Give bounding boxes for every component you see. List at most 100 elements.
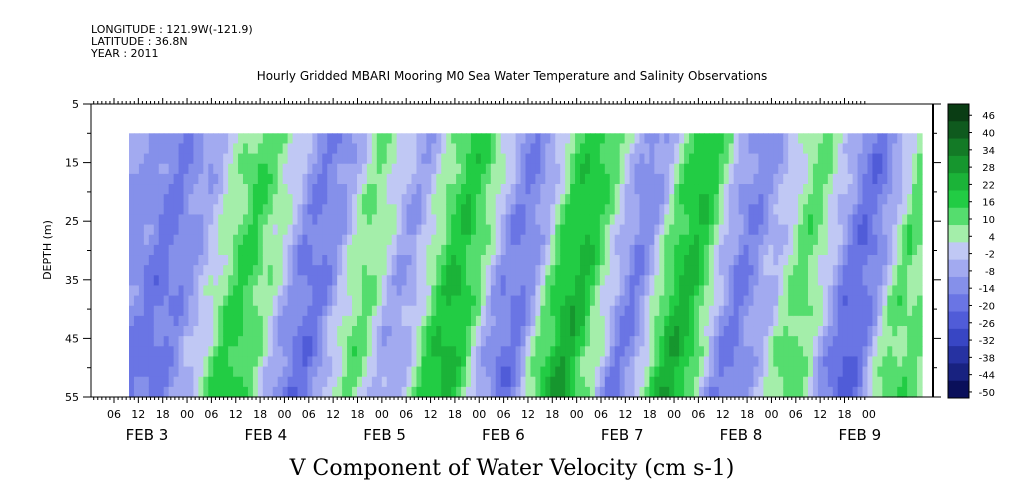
heatmap-cell bbox=[822, 336, 829, 347]
heatmap-cell bbox=[723, 336, 730, 347]
heatmap-cell bbox=[188, 305, 195, 317]
heatmap-cell bbox=[897, 194, 903, 205]
heatmap-cell bbox=[178, 204, 185, 216]
heatmap-cell bbox=[624, 133, 631, 145]
heatmap-cell bbox=[327, 315, 333, 327]
heatmap-cell bbox=[753, 275, 760, 287]
heatmap-cell bbox=[654, 143, 660, 155]
heatmap-cell bbox=[312, 143, 318, 155]
heatmap-cell bbox=[133, 295, 140, 307]
heatmap-cell bbox=[619, 133, 626, 145]
heatmap-cell bbox=[580, 224, 586, 236]
heatmap-cell bbox=[426, 376, 432, 388]
heatmap-cell bbox=[470, 234, 477, 246]
heatmap-cell bbox=[352, 173, 358, 185]
heatmap-cell bbox=[356, 214, 363, 226]
heatmap-cell bbox=[178, 336, 185, 347]
heatmap-cell bbox=[312, 163, 318, 175]
heatmap-cell bbox=[847, 275, 854, 287]
heatmap-cell bbox=[411, 336, 418, 347]
heatmap-cell bbox=[466, 346, 472, 358]
heatmap-cell bbox=[183, 366, 190, 378]
heatmap-cell bbox=[758, 265, 764, 276]
heatmap-cell bbox=[495, 234, 502, 246]
heatmap-cell bbox=[436, 214, 442, 226]
heatmap-cell bbox=[877, 163, 883, 175]
heatmap-cell bbox=[793, 204, 799, 216]
heatmap-cell bbox=[872, 214, 878, 226]
heatmap-cell bbox=[773, 386, 779, 398]
heatmap-cell bbox=[461, 305, 467, 317]
colorbar-swatch bbox=[948, 138, 969, 157]
heatmap-cell bbox=[252, 244, 259, 256]
heatmap-cell bbox=[723, 173, 730, 185]
heatmap-cell bbox=[361, 133, 368, 145]
heatmap-cell bbox=[560, 386, 566, 398]
x-day-label: FEB 3 bbox=[126, 426, 169, 444]
heatmap-cell bbox=[659, 255, 665, 266]
heatmap-cell bbox=[684, 173, 690, 185]
heatmap-cell bbox=[193, 204, 199, 216]
heatmap-cell bbox=[470, 265, 477, 276]
heatmap-cell bbox=[629, 204, 636, 216]
heatmap-cell bbox=[242, 386, 249, 398]
heatmap-cell bbox=[411, 376, 418, 388]
heatmap-cell bbox=[456, 386, 462, 398]
heatmap-cell bbox=[575, 244, 581, 256]
heatmap-cell bbox=[386, 336, 393, 347]
heatmap-cell bbox=[654, 315, 660, 327]
heatmap-cell bbox=[555, 366, 561, 378]
heatmap-cell bbox=[510, 255, 517, 266]
heatmap-cell bbox=[406, 255, 413, 266]
heatmap-cell bbox=[788, 173, 794, 185]
heatmap-cell bbox=[317, 163, 323, 175]
heatmap-cell bbox=[391, 153, 398, 165]
heatmap-cell bbox=[803, 326, 809, 337]
heatmap-cell bbox=[470, 214, 477, 226]
heatmap-cell bbox=[584, 224, 591, 236]
heatmap-cell bbox=[133, 224, 140, 236]
heatmap-cell bbox=[391, 194, 398, 205]
heatmap-cell bbox=[485, 194, 492, 205]
heatmap-cell bbox=[327, 285, 333, 297]
heatmap-cell bbox=[322, 285, 328, 297]
heatmap-cell bbox=[292, 356, 299, 368]
heatmap-cell bbox=[242, 285, 249, 297]
heatmap-cell bbox=[411, 163, 418, 175]
heatmap-cell bbox=[292, 285, 299, 297]
heatmap-cell bbox=[827, 255, 834, 266]
heatmap-cell bbox=[842, 295, 849, 307]
heatmap-cell bbox=[456, 194, 462, 205]
heatmap-cell bbox=[887, 255, 893, 266]
heatmap-cell bbox=[589, 173, 596, 185]
heatmap-cell bbox=[847, 143, 854, 155]
heatmap-cell bbox=[882, 376, 888, 388]
heatmap-cell bbox=[436, 204, 442, 216]
heatmap-cell bbox=[867, 295, 874, 307]
heatmap-cell bbox=[525, 173, 532, 185]
heatmap-cell bbox=[713, 285, 720, 297]
heatmap-cell bbox=[451, 376, 457, 388]
heatmap-cell bbox=[510, 295, 517, 307]
heatmap-cell bbox=[456, 305, 462, 317]
heatmap-cell bbox=[361, 366, 368, 378]
heatmap-cell bbox=[649, 376, 655, 388]
heatmap-cell bbox=[654, 346, 660, 358]
heatmap-cell bbox=[470, 143, 477, 155]
heatmap-cell bbox=[337, 346, 343, 358]
heatmap-cell bbox=[842, 356, 849, 368]
heatmap-cell bbox=[912, 265, 918, 276]
heatmap-cell bbox=[540, 265, 546, 276]
heatmap-cell bbox=[168, 204, 175, 216]
heatmap-cell bbox=[163, 295, 170, 307]
heatmap-cell bbox=[917, 275, 923, 287]
heatmap-cell bbox=[188, 295, 195, 307]
heatmap-cell bbox=[530, 376, 537, 388]
heatmap-cell bbox=[817, 224, 824, 236]
heatmap-cell bbox=[143, 184, 150, 195]
heatmap-cell bbox=[441, 244, 447, 256]
heatmap-cell bbox=[842, 204, 849, 216]
heatmap-cell bbox=[381, 224, 388, 236]
heatmap-cell bbox=[441, 356, 447, 368]
heatmap-cell bbox=[689, 194, 695, 205]
